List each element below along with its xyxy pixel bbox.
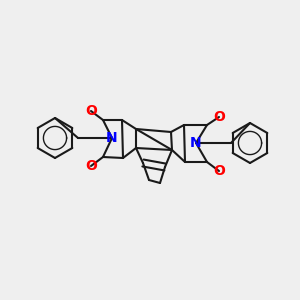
Text: O: O (85, 104, 97, 118)
Text: N: N (190, 136, 202, 150)
Text: O: O (213, 164, 225, 178)
Text: N: N (106, 131, 118, 145)
Text: O: O (85, 159, 97, 173)
Text: O: O (213, 110, 225, 124)
